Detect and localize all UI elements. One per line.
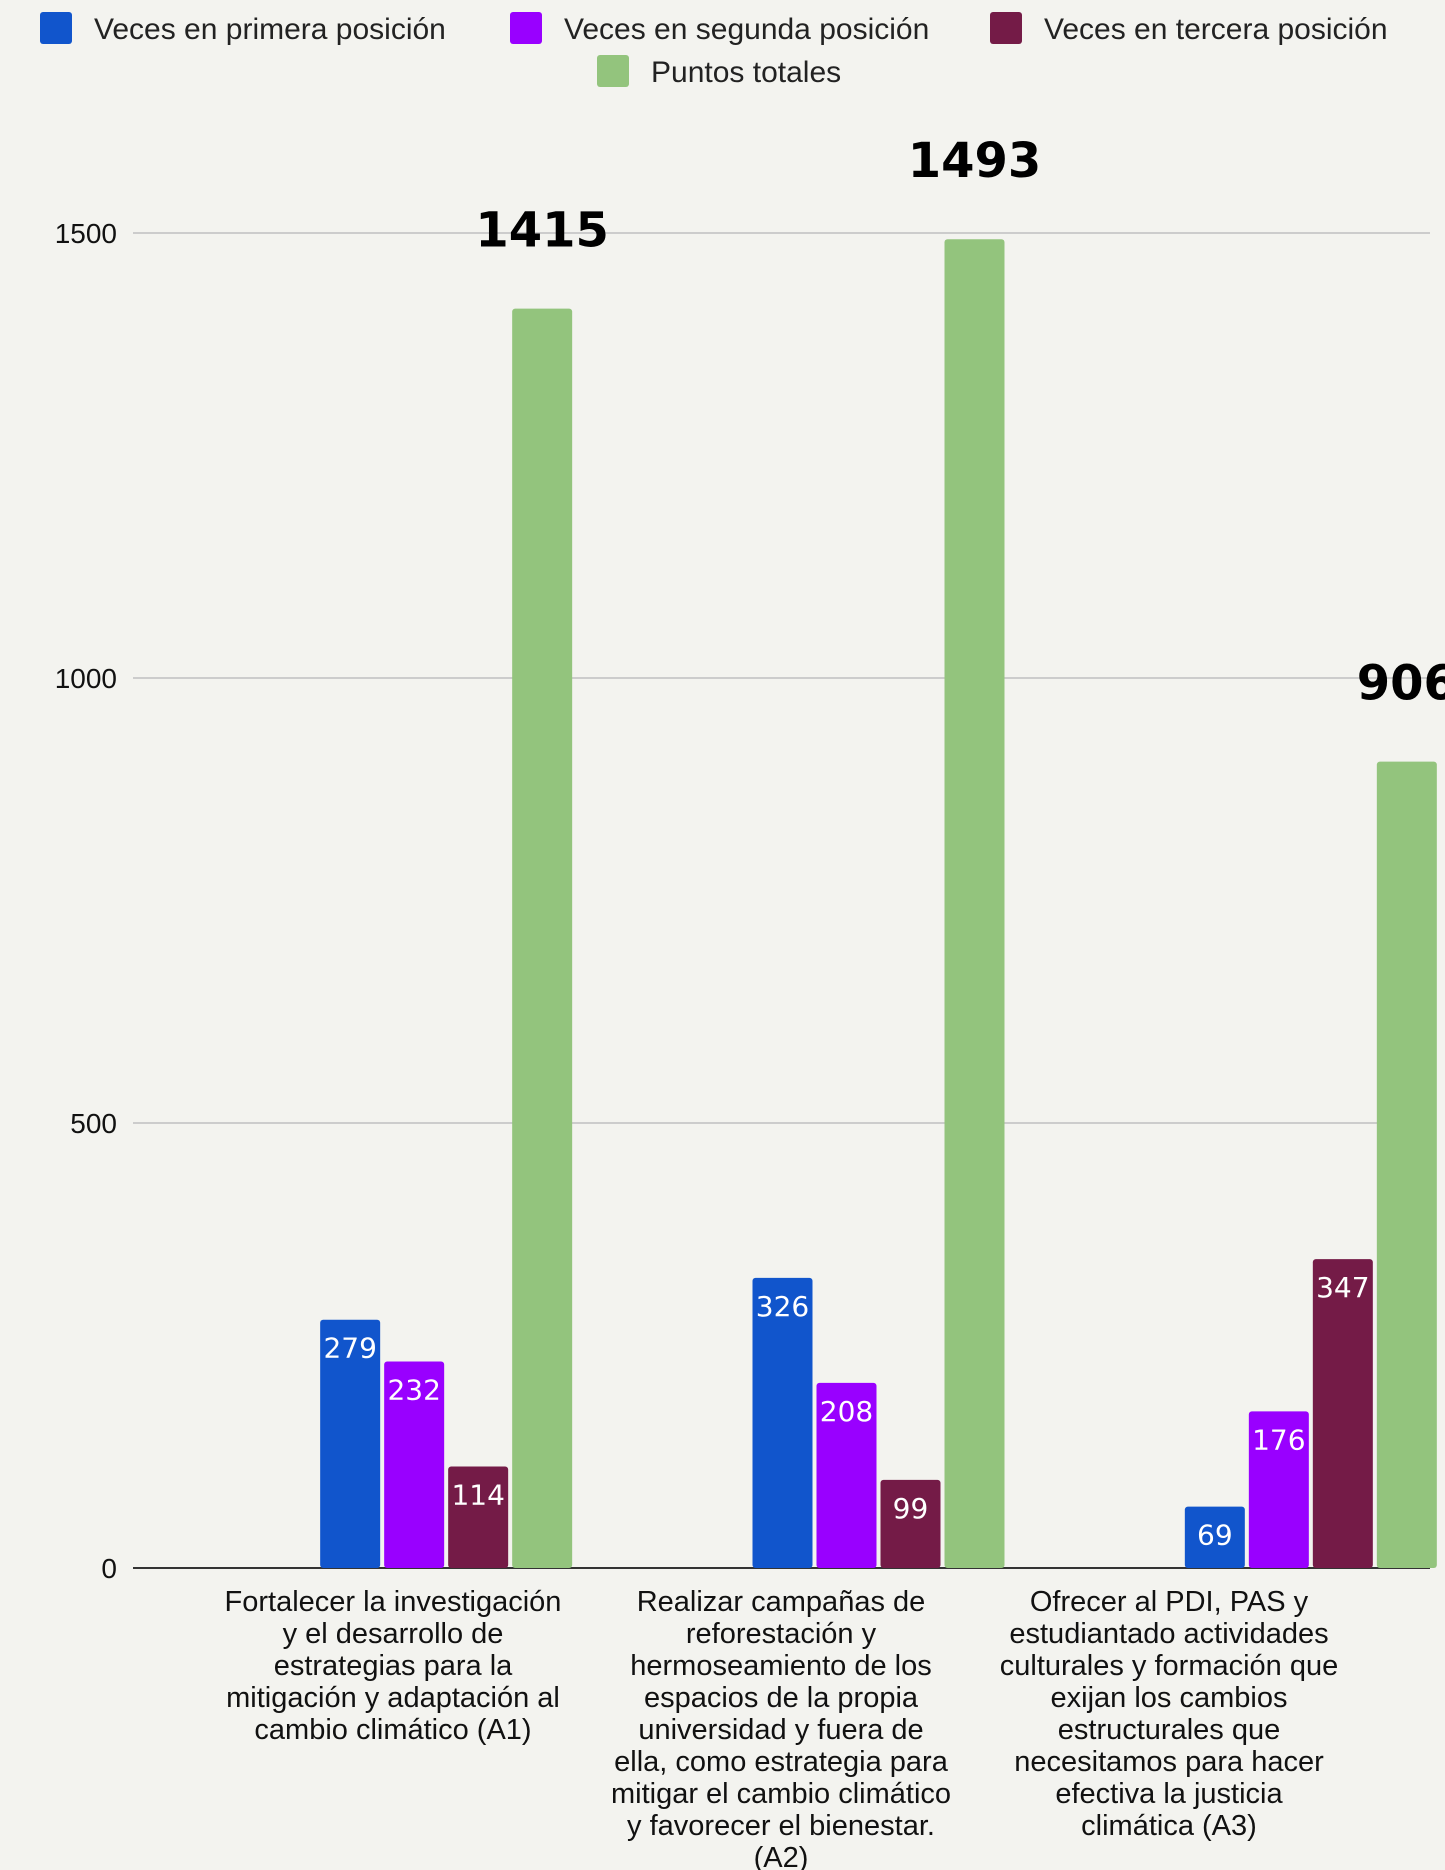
total-data-label: 1493 xyxy=(908,133,1042,189)
x-axis: Fortalecer la investigación y el desarrol… xyxy=(225,1586,1339,1870)
x-category-label-line: ella, como estrategia para xyxy=(614,1746,949,1778)
x-category-label-line: Fortalecer la investigación xyxy=(225,1586,562,1618)
x-category-label-line: mitigar el cambio climático xyxy=(611,1778,951,1810)
bar-data-label: 326 xyxy=(756,1290,809,1323)
x-category-label-line: Ofrecer al PDI, PAS y xyxy=(1030,1586,1309,1618)
bar-data-label: 279 xyxy=(323,1332,376,1365)
bar xyxy=(1184,1506,1245,1568)
bar xyxy=(880,1479,941,1568)
bar-data-label: 176 xyxy=(1252,1423,1305,1456)
bar xyxy=(1312,1259,1373,1568)
x-category-label-line: mitigación y adaptación al xyxy=(226,1682,560,1714)
y-tick-label: 500 xyxy=(70,1108,117,1139)
bar-data-label: 99 xyxy=(893,1492,929,1525)
y-tick-label: 1500 xyxy=(55,218,117,249)
legend-swatch xyxy=(40,12,72,44)
legend-label: Veces en primera posición xyxy=(94,13,446,46)
total-data-label: 1415 xyxy=(475,203,609,259)
x-category-label-line: estructurales que xyxy=(1058,1714,1280,1746)
legend-swatch xyxy=(597,55,629,87)
x-category-label-line: culturales y formación que xyxy=(1000,1650,1339,1682)
y-tick-label: 1000 xyxy=(55,663,117,694)
bar xyxy=(816,1382,877,1568)
x-category-label-line: necesitamos para hacer xyxy=(1014,1746,1324,1778)
legend-label: Veces en tercera posición xyxy=(1044,13,1388,46)
legend-swatch xyxy=(990,12,1022,44)
total-data-label: 906 xyxy=(1357,656,1445,712)
y-tick-label: 0 xyxy=(101,1553,117,1584)
x-category-label: Ofrecer al PDI, PAS y estudiantado activi… xyxy=(1000,1586,1339,1842)
bar-labels: 279 232 114 1415 326 208 99 1493 69 176 347 906 xyxy=(323,133,1445,1551)
bar xyxy=(1248,1411,1309,1568)
bar-data-label: 232 xyxy=(387,1374,440,1407)
bars xyxy=(320,239,1437,1569)
x-category-label-line: exijan los cambios xyxy=(1051,1682,1288,1714)
bar-data-label: 114 xyxy=(451,1479,504,1512)
bar-data-label: 347 xyxy=(1316,1271,1369,1304)
legend-label: Puntos totales xyxy=(651,56,841,89)
x-category-label-line: cambio climático (A1) xyxy=(254,1714,531,1746)
bar xyxy=(448,1466,509,1568)
bar-data-label: 208 xyxy=(820,1395,873,1428)
legend-label: Veces en segunda posición xyxy=(564,13,929,46)
x-category-label-line: Realizar campañas de xyxy=(637,1586,926,1618)
bar xyxy=(320,1319,381,1568)
bar xyxy=(1376,761,1437,1568)
x-category-label-line: universidad y fuera de xyxy=(638,1714,923,1746)
x-category-label: Realizar campañas de reforestación y hermo… xyxy=(611,1586,951,1870)
y-axis: 0 500 1000 1500 xyxy=(55,218,117,1584)
x-category-label-line: reforestación y xyxy=(686,1618,877,1650)
x-category-label-line: climática (A3) xyxy=(1081,1810,1257,1842)
legend-swatch xyxy=(510,12,542,44)
bar xyxy=(512,308,573,1568)
x-category-label: Fortalecer la investigación y el desarrol… xyxy=(225,1586,562,1746)
x-category-label-line: efectiva la justicia xyxy=(1055,1778,1283,1810)
x-category-label-line: hermoseamiento de los xyxy=(630,1650,931,1682)
x-category-label-line: estudiantado actividades xyxy=(1009,1618,1328,1650)
x-category-label-line: estrategias para la xyxy=(274,1650,513,1682)
legend: Veces en primera posición Veces en segund… xyxy=(40,12,1388,89)
bar xyxy=(384,1361,445,1568)
bar xyxy=(752,1277,813,1568)
bar-data-label: 69 xyxy=(1197,1519,1233,1552)
x-category-label-line: (A2) xyxy=(754,1842,809,1870)
x-category-label-line: y favorecer el bienestar. xyxy=(627,1810,935,1842)
x-category-label-line: y el desarrollo de xyxy=(283,1618,504,1650)
bar xyxy=(944,239,1005,1569)
x-category-label-line: espacios de la propia xyxy=(644,1682,919,1714)
